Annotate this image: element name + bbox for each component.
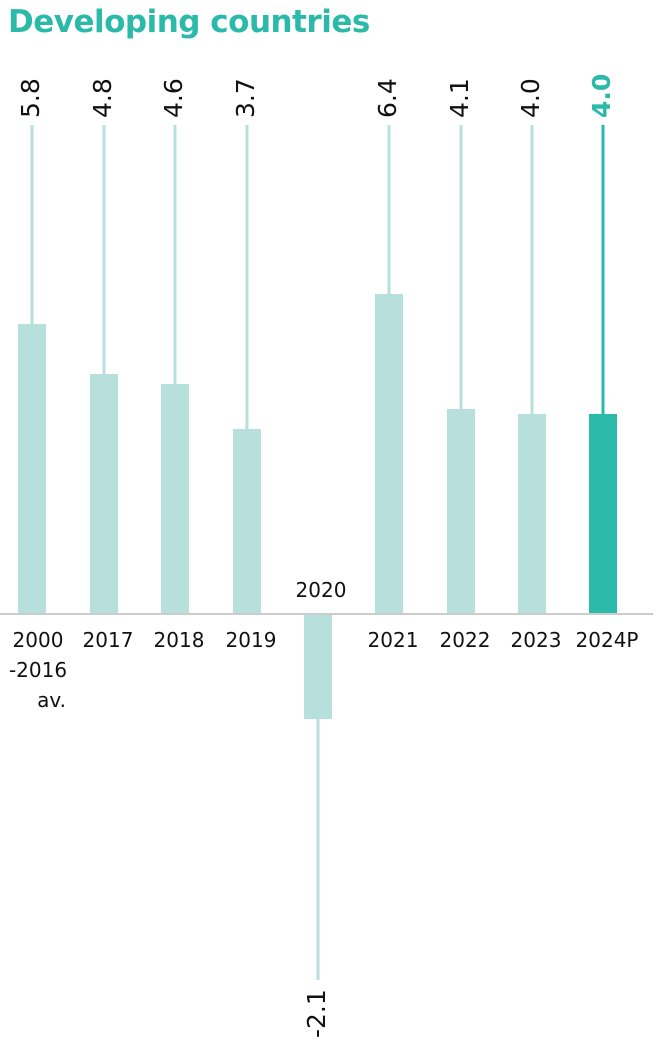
category-label: 2023 (511, 628, 562, 652)
value-label: 3.7 (231, 78, 260, 118)
category-label: av. (37, 688, 66, 712)
bar (90, 374, 118, 614)
category-label: 2022 (440, 628, 491, 652)
value-label: 5.8 (16, 78, 45, 118)
category-label: 2021 (368, 628, 419, 652)
bar (589, 414, 617, 614)
category-label: -2016 (9, 658, 67, 682)
category-label: 2024P (576, 628, 639, 652)
chart-title: Developing countries (8, 4, 370, 40)
value-label: 4.0 (516, 78, 545, 118)
bar (518, 414, 546, 614)
bar (18, 324, 46, 614)
bar (375, 294, 403, 614)
bar (233, 429, 261, 614)
category-label: 2019 (226, 628, 277, 652)
value-label: 6.4 (373, 78, 402, 118)
value-label: 4.1 (445, 78, 474, 118)
category-label: 2017 (83, 628, 134, 652)
category-label: 2018 (154, 628, 205, 652)
value-label: 4.6 (159, 78, 188, 118)
value-label: 4.0 (587, 74, 616, 118)
value-label: -2.1 (302, 989, 331, 1037)
category-label: 2000 (13, 628, 64, 652)
bar (304, 614, 332, 719)
category-label: 2020 (296, 578, 347, 602)
bar (161, 384, 189, 614)
value-label: 4.8 (88, 78, 117, 118)
bar (447, 409, 475, 614)
